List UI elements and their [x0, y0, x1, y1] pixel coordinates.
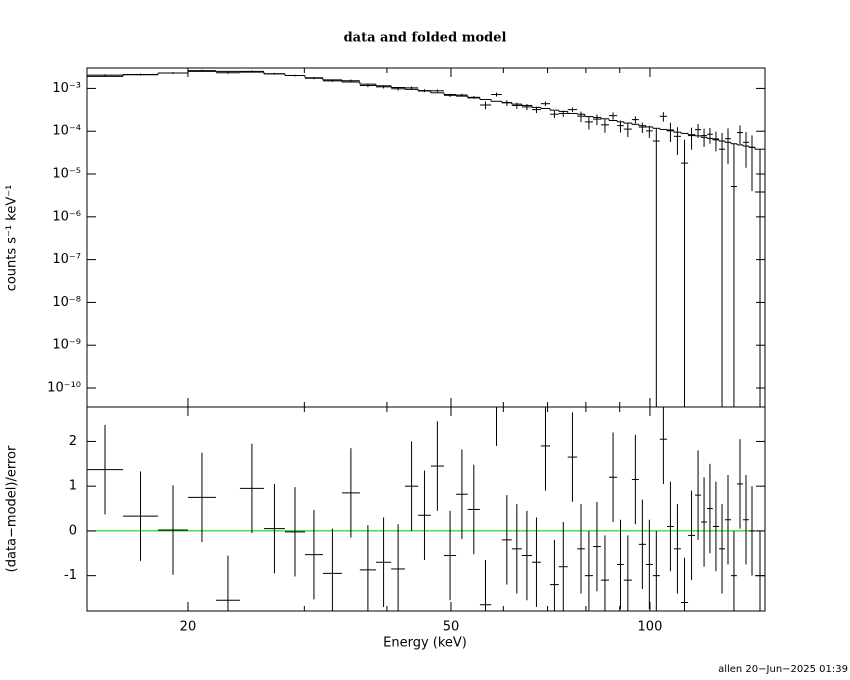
x-tick-label: 20	[180, 620, 197, 635]
footer: allen 20−Jun−2025 01:39	[718, 664, 848, 675]
residual-tick-label: 2	[69, 434, 77, 449]
x-tick-label: 100	[638, 620, 663, 635]
y-tick-label: 10⁻⁶	[52, 209, 81, 224]
bottom-frame	[86, 406, 766, 612]
residual-axis-label: (data−model)/error	[5, 445, 20, 572]
x-tick-label: 50	[443, 620, 460, 635]
residual-tick-label: 1	[69, 479, 77, 494]
y-axis-label: counts s⁻¹ keV⁻¹	[5, 185, 20, 292]
y-tick-label: 10⁻⁹	[52, 338, 81, 353]
y-tick-label: 10⁻³	[52, 81, 81, 96]
spectrum-panel	[87, 69, 765, 407]
x-axis-label: Energy (keV)	[383, 636, 467, 651]
y-tick-label: 10⁻⁵	[52, 167, 81, 182]
y-tick-label: 10⁻⁴	[52, 124, 81, 139]
y-tick-label: 10⁻⁷	[52, 252, 81, 267]
y-tick-label: 10⁻⁸	[52, 295, 81, 310]
chart-title: data and folded model	[344, 31, 507, 46]
residual-tick-label: 0	[69, 523, 77, 538]
residual-panel	[87, 407, 765, 611]
residual-tick-label: -1	[64, 568, 77, 583]
y-tick-label: 10⁻¹⁰	[47, 381, 81, 396]
